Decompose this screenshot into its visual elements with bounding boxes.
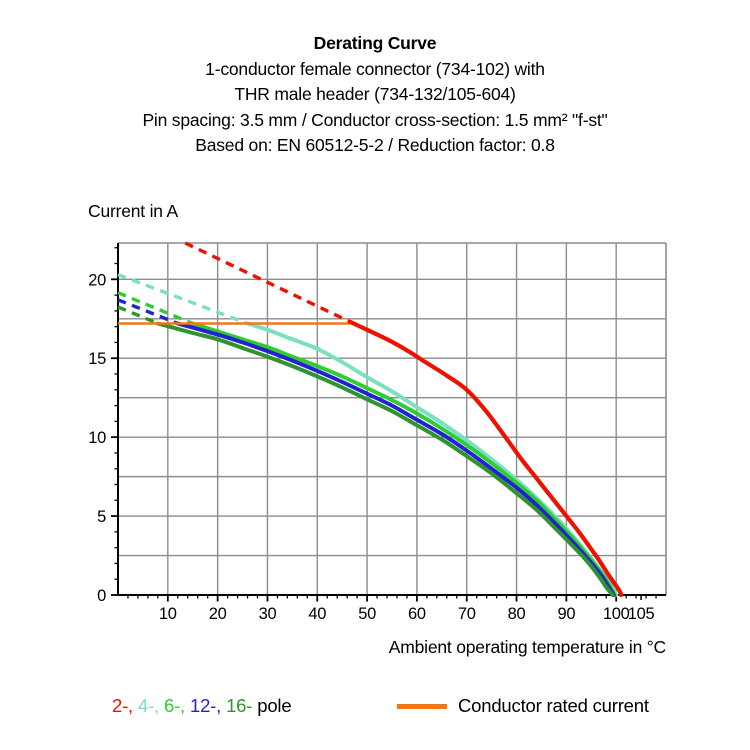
curve-12-pole-dashed xyxy=(117,298,179,326)
y-tick-label: 5 xyxy=(97,508,106,526)
chart-title: Derating Curve xyxy=(313,33,437,53)
curve-12-pole xyxy=(175,321,616,597)
chart-subtitle-pin-spacing: Pin spacing: 3.5 mm / Conductor cross-se… xyxy=(142,109,608,130)
chart-header: Derating Curve 1-conductor female connec… xyxy=(0,31,750,159)
legend-pole-label: 12-, xyxy=(190,695,222,716)
curve-16-pole xyxy=(155,321,615,597)
chart-subtitle-header: THR male header (734-132/105-604) xyxy=(234,84,516,104)
legend-pole-label: 2-, xyxy=(112,695,133,716)
rated-current-label: Conductor rated current xyxy=(458,695,649,716)
legend-pole-label: pole xyxy=(257,695,292,716)
grid-lines xyxy=(118,242,667,595)
x-tick-label: 100 xyxy=(603,605,630,623)
curve-16-pole-dashed xyxy=(117,305,159,326)
x-tick-label: 50 xyxy=(358,605,376,623)
y-axis-title: Current in A xyxy=(88,201,179,221)
curve-4-pole-dashed xyxy=(117,273,249,326)
x-tick-label: 80 xyxy=(508,605,526,623)
x-axis-title: Ambient operating temperature in °C xyxy=(388,637,666,657)
legend-pole-label: 16- xyxy=(226,695,253,716)
chart-subtitle-standard: Based on: EN 60512-5-2 / Reduction facto… xyxy=(195,135,555,155)
x-tick-label: 40 xyxy=(308,605,326,623)
legend-pole-counts: 2-, 4-, 6-, 12-, 16- pole xyxy=(112,695,296,717)
legend-rated-current: Conductor rated current xyxy=(397,695,649,717)
x-tick-label: 10 xyxy=(159,605,177,623)
curve-2-pole xyxy=(348,319,624,598)
curve-6-pole-dashed xyxy=(117,291,194,326)
x-tick-label: 60 xyxy=(408,605,426,623)
x-tick-label: 30 xyxy=(259,605,277,623)
legend-pole-label: 4-, xyxy=(138,695,159,716)
curve-2-pole-dashed xyxy=(184,241,351,324)
rated-current-line-swatch xyxy=(397,703,447,709)
y-tick-label: 0 xyxy=(97,587,106,605)
x-tick-label: 90 xyxy=(557,605,575,623)
legend-pole-label: 6-, xyxy=(164,695,185,716)
chart-subtitle-connector: 1-conductor female connector (734-102) w… xyxy=(205,58,545,79)
x-tick-label: 20 xyxy=(209,605,227,623)
y-tick-label: 15 xyxy=(88,350,106,368)
curve-6-pole xyxy=(190,321,617,597)
y-tick-label: 10 xyxy=(88,429,106,447)
x-tick-label: 105 xyxy=(628,605,655,623)
x-tick-label: 70 xyxy=(458,605,476,623)
y-tick-label: 20 xyxy=(88,271,106,289)
y-axis: 0 5 10 15 20 xyxy=(88,243,119,605)
